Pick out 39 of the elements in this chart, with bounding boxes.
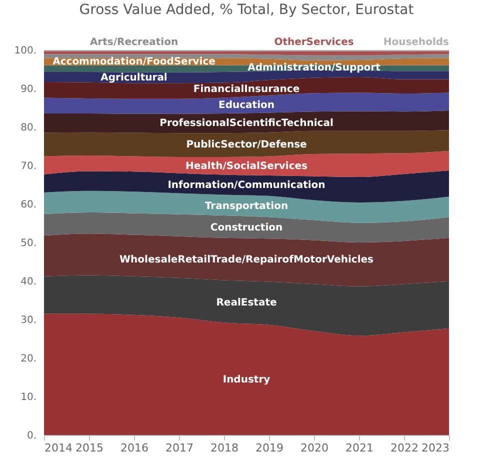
- series-label: Education: [218, 100, 274, 111]
- x-tick-label: 2023: [422, 442, 450, 454]
- series-label: Arts/Recreation: [90, 37, 178, 48]
- y-tick-label: 40.: [20, 276, 36, 288]
- y-tick-label: 10.: [20, 392, 36, 403]
- y-tick-label: 50.: [20, 238, 36, 249]
- y-tick-label: 90.: [20, 84, 36, 95]
- y-tick-label: 80.: [20, 122, 36, 134]
- y-tick-label: 30.: [20, 315, 36, 326]
- y-tick-label: 0.: [26, 430, 36, 442]
- x-tick-label: 2015: [76, 442, 104, 454]
- series-label: ProfessionalScientificTechnical: [160, 118, 334, 129]
- x-tick-label: 2020: [300, 442, 328, 454]
- x-tick-label: 2021: [346, 442, 374, 454]
- y-tick-label: 70.: [20, 161, 36, 172]
- series-label: Accommodation/FoodService: [52, 56, 216, 68]
- x-tick-label: 2019: [256, 442, 284, 454]
- series-label: Health/SocialServices: [185, 160, 308, 172]
- series-label: RealEstate: [216, 297, 277, 308]
- series-label: Information/Communication: [168, 180, 326, 192]
- series-label: Construction: [210, 222, 283, 234]
- series-label: WholesaleRetailTrade/RepairofMotorVehicles: [120, 254, 374, 266]
- y-tick-label: 20.: [20, 354, 36, 364]
- y-tick-label: 60.: [20, 200, 36, 210]
- series-label: Households: [383, 37, 450, 48]
- x-tick-label: 2022: [390, 442, 418, 454]
- series-label: PublicSector/Defense: [186, 140, 308, 151]
- chart-title: Gross Value Added, % Total, By Sector, Eurostat: [79, 2, 414, 18]
- y-tick-label: 100.: [14, 46, 36, 56]
- series-label: Industry: [222, 374, 271, 386]
- series-label: Transportation: [204, 200, 288, 212]
- x-tick-label: 2018: [210, 442, 238, 454]
- x-tick-label: 2017: [166, 442, 194, 454]
- series-label: OtherServices: [274, 37, 354, 48]
- series-label: FinancialInsurance: [193, 84, 300, 95]
- x-tick-label: 2014: [44, 442, 72, 454]
- series-label: Agricultural: [100, 72, 168, 84]
- series-label: Administration/Support: [248, 62, 381, 74]
- x-tick-label: 2016: [120, 442, 148, 454]
